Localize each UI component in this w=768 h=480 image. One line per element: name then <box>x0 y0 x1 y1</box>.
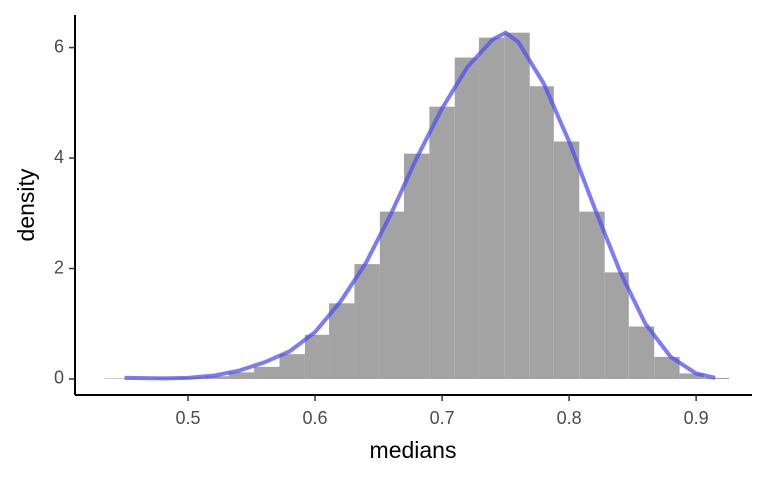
y-tick-label: 2 <box>54 257 64 277</box>
histogram-bar <box>703 377 730 379</box>
histogram-bar <box>104 378 130 379</box>
histogram-bar <box>279 354 305 379</box>
histogram-bar <box>604 272 629 379</box>
x-tick-label: 0.7 <box>430 408 455 428</box>
histogram-bar <box>679 373 704 379</box>
histogram-bar <box>529 86 554 379</box>
x-tick-label: 0.6 <box>303 408 328 428</box>
x-tick-label: 0.8 <box>557 408 582 428</box>
histogram-bar <box>504 32 530 379</box>
histogram-bar <box>204 376 229 379</box>
histogram-bar <box>579 211 605 379</box>
x-tick-label: 0.9 <box>684 408 709 428</box>
x-tick-label: 0.5 <box>176 408 201 428</box>
histogram-bar <box>354 264 380 379</box>
histogram-bar <box>329 303 355 379</box>
y-axis-title: density <box>13 168 39 241</box>
histogram-bar <box>429 106 455 379</box>
histogram-bar <box>379 211 404 379</box>
histogram-bar <box>403 153 430 379</box>
y-tick-label: 6 <box>54 36 64 56</box>
histogram-bar <box>228 372 255 379</box>
y-tick-label: 0 <box>54 368 64 388</box>
density-curve <box>124 30 716 381</box>
histogram-bar <box>628 326 655 379</box>
y-tick-label: 4 <box>54 147 64 167</box>
histogram-bar <box>454 57 479 379</box>
histogram-bar <box>478 37 505 379</box>
histogram-bar <box>553 141 580 379</box>
histogram-bar <box>254 366 280 379</box>
x-axis-title: medians <box>370 437 457 463</box>
histogram-bar <box>654 356 680 379</box>
histogram-bar <box>304 334 330 379</box>
